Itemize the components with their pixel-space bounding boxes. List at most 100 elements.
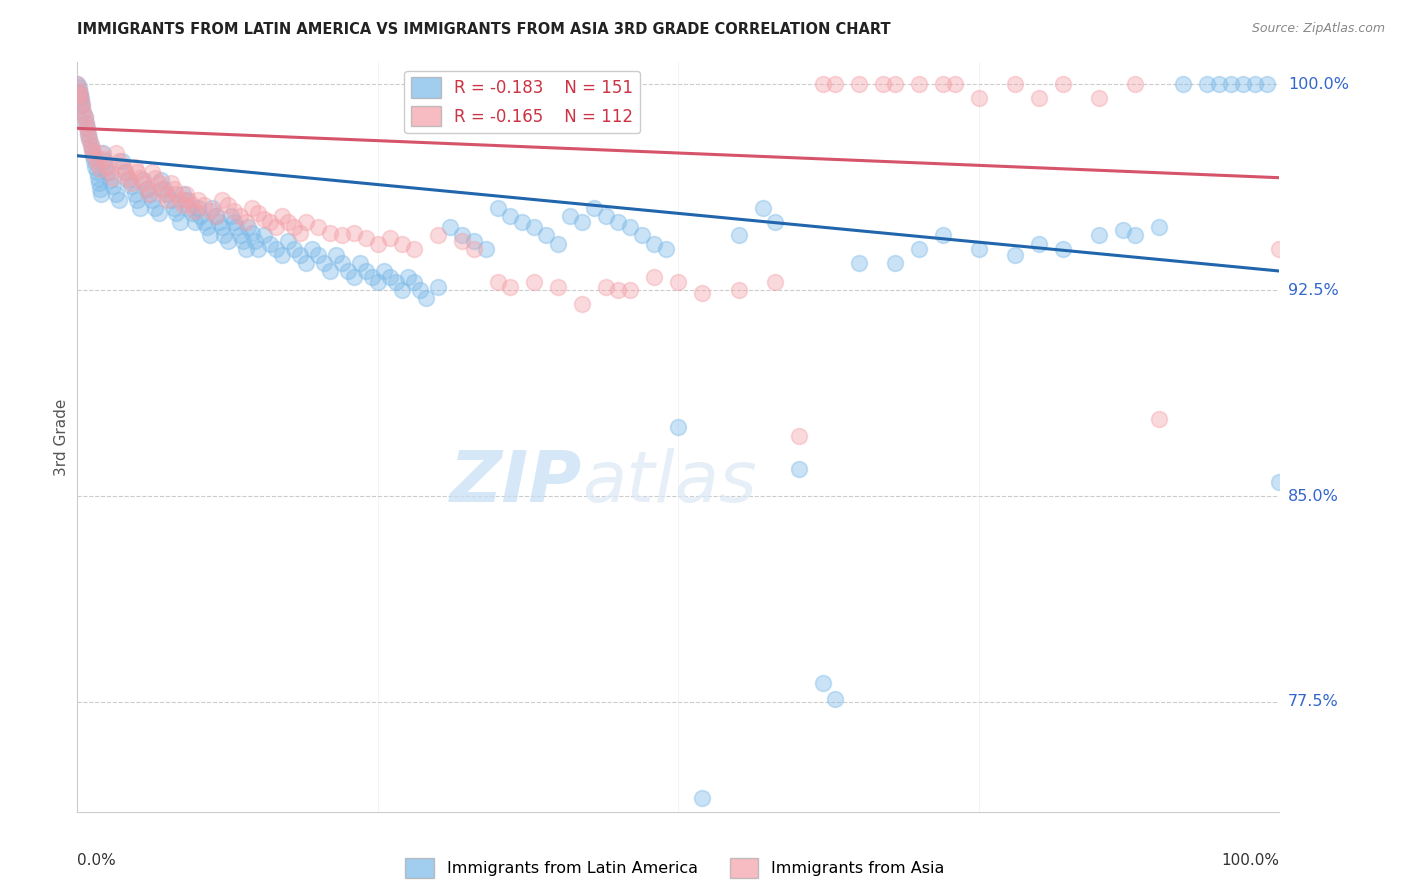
- Point: [70, 96, 93, 111]
- Point: [73, 111, 96, 125]
- Point: [184, 203, 207, 218]
- Point: [240, 201, 263, 215]
- Point: [103, 178, 125, 193]
- Point: [1197, 78, 1219, 92]
- Point: [1149, 220, 1171, 235]
- Point: [169, 214, 191, 228]
- Point: [72, 104, 94, 119]
- Point: [1268, 475, 1291, 490]
- Point: [108, 154, 131, 169]
- Point: [94, 160, 117, 174]
- Point: [727, 283, 749, 297]
- Point: [1028, 91, 1050, 105]
- Point: [235, 214, 257, 228]
- Point: [219, 209, 242, 223]
- Point: [402, 242, 425, 256]
- Point: [245, 234, 267, 248]
- Point: [253, 211, 276, 226]
- Point: [124, 160, 146, 174]
- Point: [402, 275, 425, 289]
- Point: [1208, 78, 1230, 92]
- Point: [1220, 78, 1243, 92]
- Point: [523, 220, 546, 235]
- Point: [246, 206, 269, 220]
- Text: 92.5%: 92.5%: [1288, 283, 1339, 298]
- Point: [228, 209, 250, 223]
- Point: [217, 234, 239, 248]
- Text: ZIP: ZIP: [450, 448, 582, 516]
- Point: [1112, 223, 1135, 237]
- Point: [499, 209, 522, 223]
- Point: [668, 275, 690, 289]
- Point: [908, 242, 931, 256]
- Point: [76, 121, 98, 136]
- Point: [86, 165, 108, 179]
- Point: [1052, 242, 1074, 256]
- Point: [307, 220, 329, 235]
- Point: [319, 264, 342, 278]
- Point: [259, 236, 281, 251]
- Point: [872, 78, 894, 92]
- Text: 100.0%: 100.0%: [1288, 77, 1348, 92]
- Point: [160, 193, 183, 207]
- Point: [77, 127, 100, 141]
- Point: [198, 228, 221, 243]
- Point: [270, 247, 292, 261]
- Point: [486, 275, 509, 289]
- Point: [385, 275, 408, 289]
- Point: [259, 214, 281, 228]
- Point: [84, 152, 107, 166]
- Point: [451, 228, 474, 243]
- Point: [415, 292, 437, 306]
- Point: [330, 256, 353, 270]
- Point: [427, 280, 450, 294]
- Point: [1244, 78, 1267, 92]
- Point: [883, 256, 905, 270]
- Point: [180, 206, 202, 220]
- Point: [354, 264, 377, 278]
- Point: [174, 187, 197, 202]
- Point: [201, 201, 224, 215]
- Point: [186, 193, 209, 207]
- Legend: R = -0.183    N = 151, R = -0.165    N = 112: R = -0.183 N = 151, R = -0.165 N = 112: [405, 70, 640, 133]
- Point: [264, 242, 287, 256]
- Point: [475, 242, 498, 256]
- Point: [534, 228, 557, 243]
- Point: [571, 214, 593, 228]
- Point: [75, 116, 97, 130]
- Point: [79, 137, 101, 152]
- Point: [80, 143, 103, 157]
- Point: [240, 226, 263, 240]
- Point: [69, 91, 91, 105]
- Point: [111, 154, 134, 169]
- Point: [848, 256, 870, 270]
- Point: [349, 256, 371, 270]
- Point: [79, 132, 101, 146]
- Point: [138, 187, 160, 202]
- Point: [141, 165, 163, 179]
- Point: [128, 170, 150, 185]
- Point: [1232, 78, 1254, 92]
- Point: [66, 78, 89, 92]
- Point: [277, 214, 299, 228]
- Point: [76, 121, 98, 136]
- Point: [96, 160, 118, 174]
- Point: [72, 104, 94, 119]
- Point: [136, 182, 159, 196]
- Point: [499, 280, 522, 294]
- Text: IMMIGRANTS FROM LATIN AMERICA VS IMMIGRANTS FROM ASIA 3RD GRADE CORRELATION CHAR: IMMIGRANTS FROM LATIN AMERICA VS IMMIGRA…: [77, 22, 891, 37]
- Point: [174, 193, 197, 207]
- Point: [883, 78, 905, 92]
- Point: [165, 187, 187, 202]
- Point: [463, 242, 485, 256]
- Point: [824, 692, 846, 706]
- Point: [188, 209, 211, 223]
- Point: [235, 242, 257, 256]
- Point: [193, 214, 215, 228]
- Point: [79, 132, 101, 146]
- Point: [211, 193, 233, 207]
- Point: [67, 80, 90, 95]
- Point: [98, 173, 121, 187]
- Point: [160, 176, 183, 190]
- Point: [156, 187, 179, 202]
